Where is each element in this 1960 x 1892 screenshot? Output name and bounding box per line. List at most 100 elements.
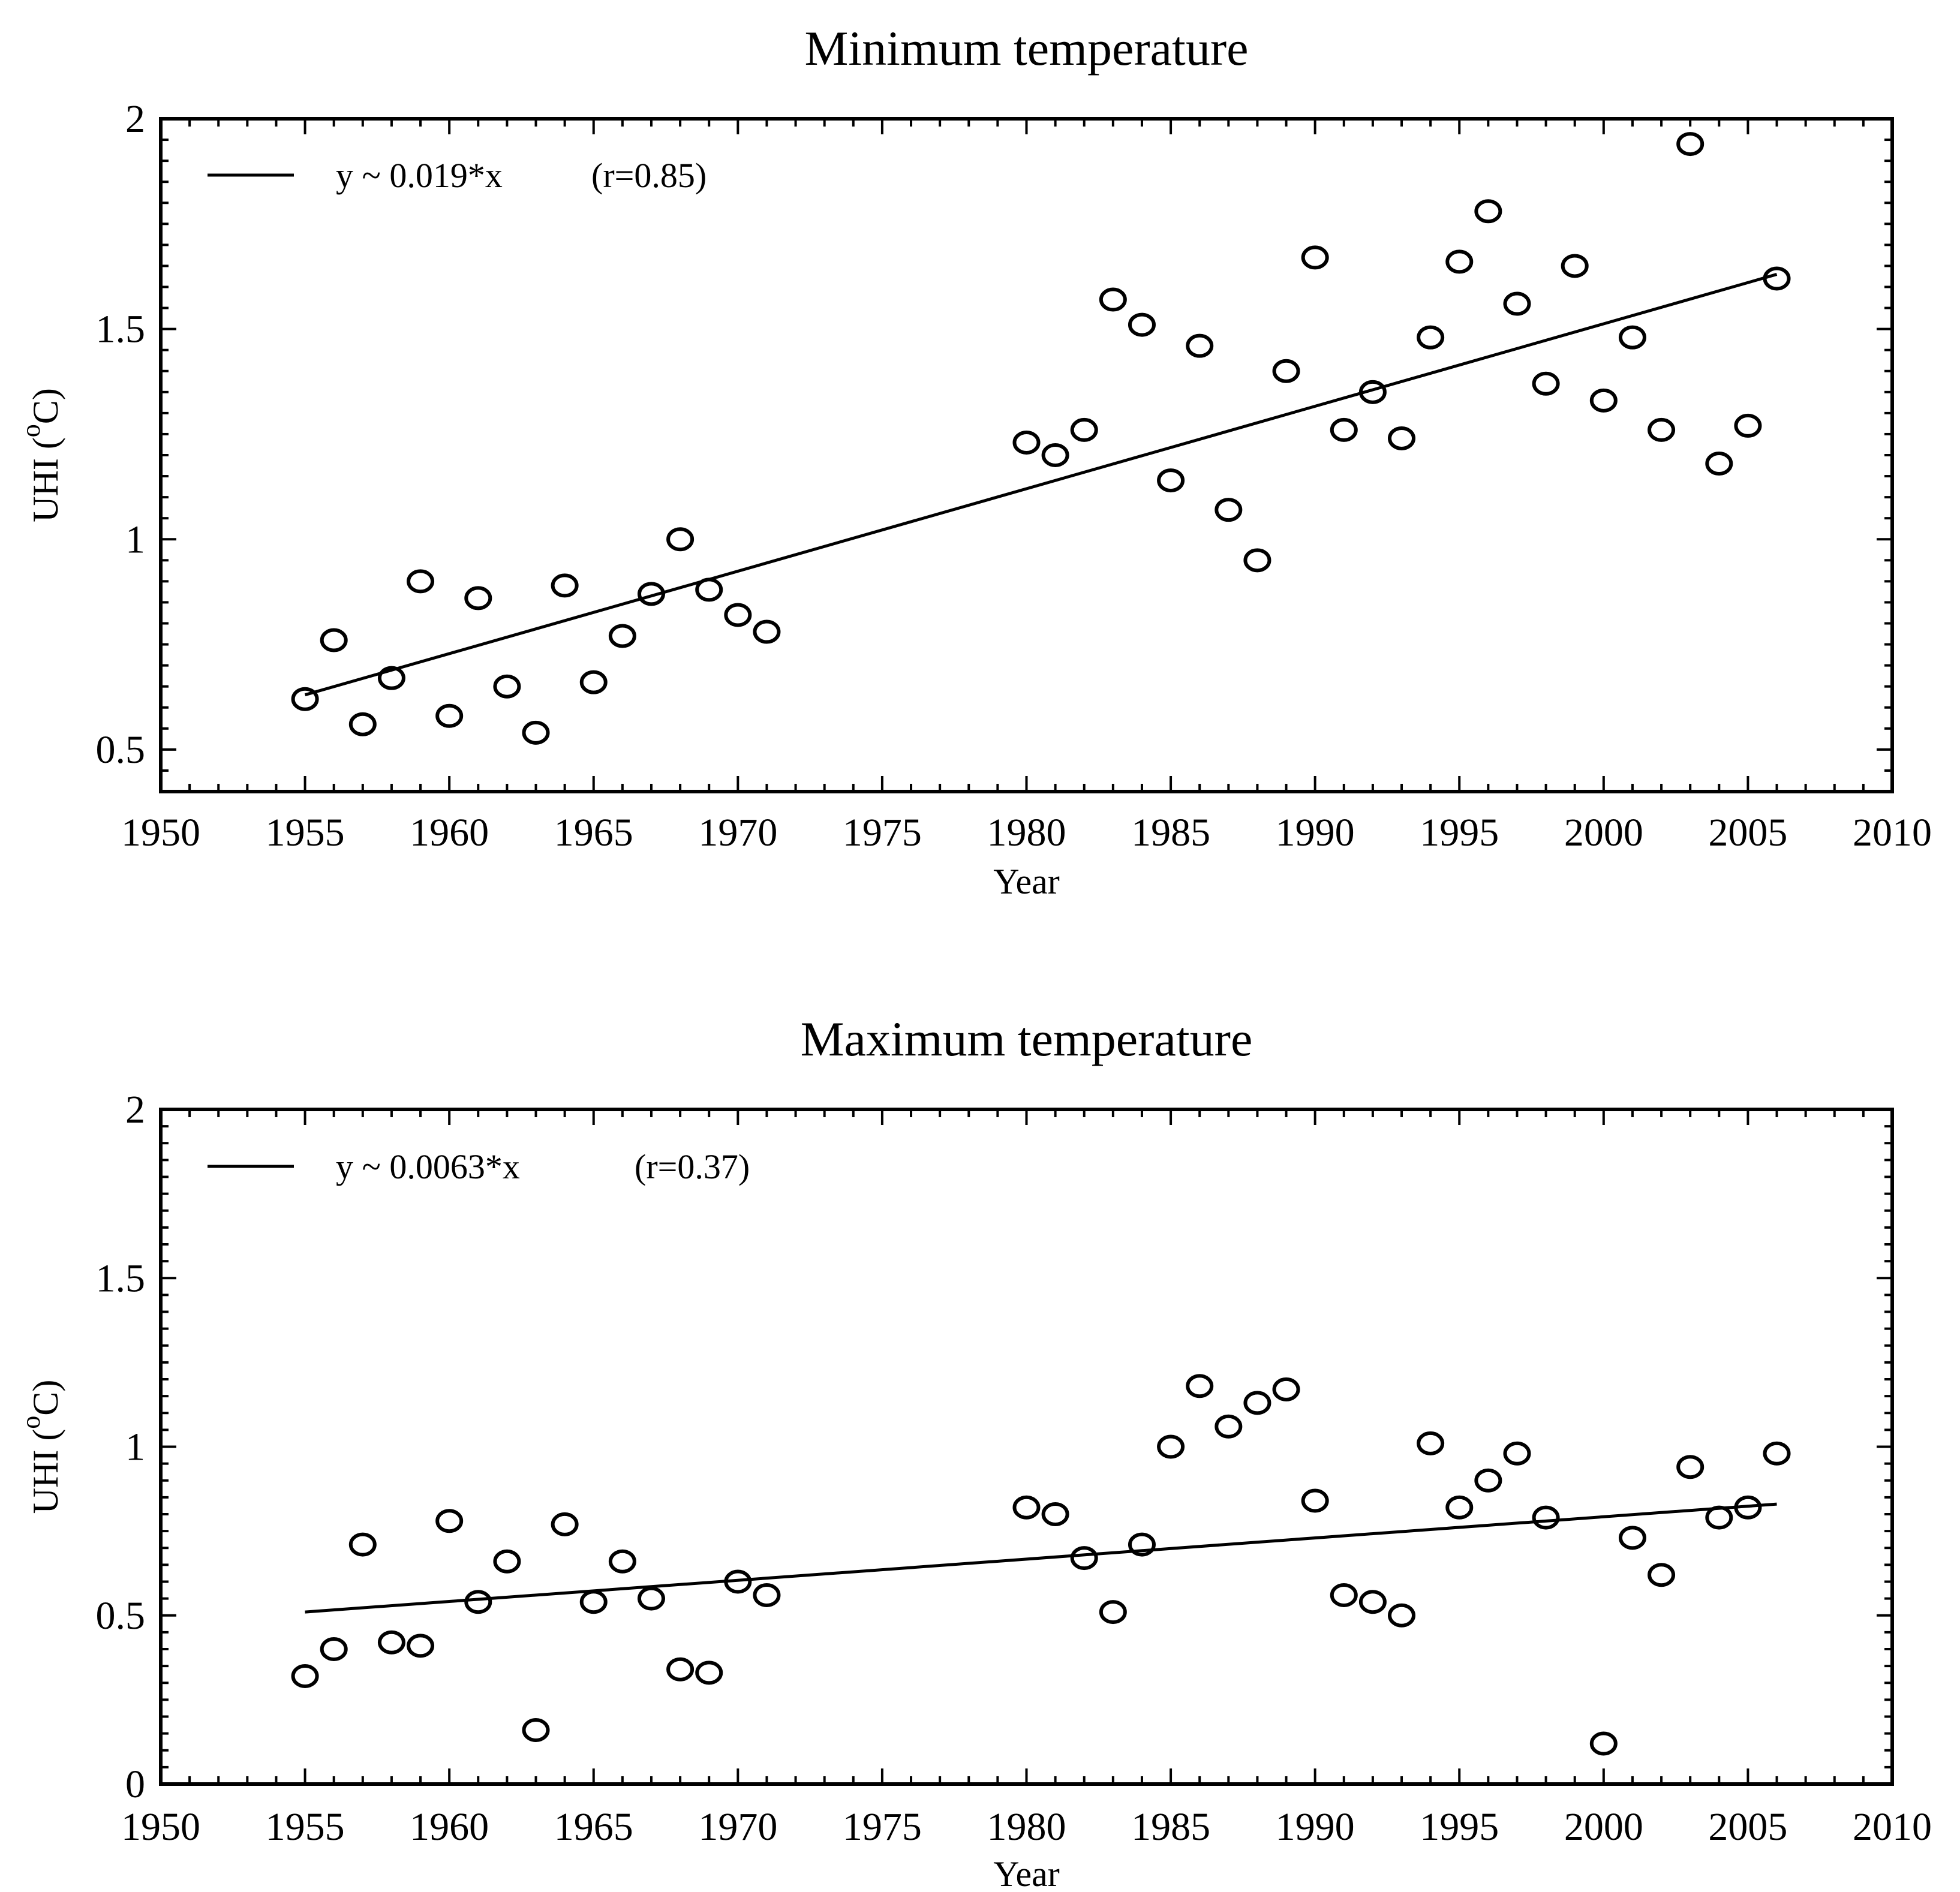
data-point-2000 — [1589, 1731, 1618, 1756]
data-point-1969 — [695, 577, 723, 602]
x-tick-label: 1960 — [410, 811, 489, 855]
y-tick-label: 0 — [125, 1762, 145, 1806]
data-point-1965 — [579, 1590, 608, 1614]
data-point-1960 — [435, 703, 464, 728]
x-tick-label: 2000 — [1564, 1805, 1643, 1849]
data-point-1992 — [1358, 1590, 1387, 1614]
data-point-2002 — [1648, 417, 1676, 442]
data-point-1964 — [551, 1512, 579, 1536]
data-point-1958 — [377, 666, 405, 690]
x-tick-label: 1965 — [554, 1805, 633, 1849]
data-point-1994 — [1417, 325, 1445, 350]
x-tick-label: 2005 — [1708, 1805, 1787, 1849]
data-point-1982 — [1070, 1546, 1098, 1571]
data-point-2002 — [1648, 1563, 1676, 1587]
data-point-1963 — [522, 1718, 550, 1742]
x-tick-label: 1965 — [554, 811, 633, 855]
data-point-1964 — [551, 573, 579, 598]
x-tick-label: 1955 — [266, 811, 345, 855]
chart-title: Minimum temperature — [804, 21, 1248, 76]
data-point-1986 — [1186, 333, 1214, 358]
data-point-1959 — [407, 1634, 435, 1658]
x-tick-label: 1980 — [987, 811, 1066, 855]
data-point-1961 — [464, 586, 492, 610]
data-point-2004 — [1705, 452, 1733, 476]
legend-equation: y ~ 0.0063*x — [336, 1147, 520, 1186]
data-point-2003 — [1676, 1455, 1705, 1479]
data-point-2004 — [1705, 1505, 1733, 1530]
plot-frame — [159, 117, 1894, 793]
x-tick-label: 1980 — [987, 1805, 1066, 1849]
data-point-1992 — [1358, 380, 1387, 404]
data-point-1966 — [608, 1549, 636, 1574]
x-tick-label: 1995 — [1420, 811, 1499, 855]
x-tick-label: 1995 — [1420, 1805, 1499, 1849]
data-point-1962 — [493, 674, 521, 699]
data-point-1957 — [348, 1532, 377, 1557]
y-axis-label-unit: C) — [26, 1380, 65, 1416]
data-point-1989 — [1272, 359, 1300, 383]
data-point-2000 — [1589, 388, 1618, 413]
legend-r-value: (r=0.85) — [591, 156, 707, 195]
trend-line — [305, 1502, 1777, 1614]
y-axis-label-unit: C) — [26, 388, 65, 424]
data-point-1989 — [1272, 1377, 1300, 1401]
x-tick-label: 1975 — [843, 1805, 922, 1849]
data-point-1982 — [1070, 417, 1098, 442]
x-tick-label: 2010 — [1853, 1805, 1932, 1849]
data-point-1980 — [1012, 430, 1041, 455]
y-tick-label: 1.5 — [96, 1256, 146, 1300]
y-axis-label-degree: o — [16, 1416, 46, 1429]
x-tick-label: 2010 — [1853, 811, 1932, 855]
y-tick-label: 1 — [125, 518, 145, 561]
x-tick-label: 1970 — [698, 1805, 777, 1849]
data-point-1957 — [348, 712, 377, 736]
data-point-1966 — [608, 624, 636, 648]
legend-r-value: (r=0.37) — [635, 1147, 750, 1186]
data-point-1956 — [320, 1637, 348, 1661]
data-point-1993 — [1388, 1603, 1416, 1628]
data-point-1998 — [1532, 371, 1560, 396]
data-point-1958 — [377, 1630, 405, 1655]
x-tick-label: 2005 — [1708, 811, 1787, 855]
x-tick-label: 1960 — [410, 1805, 489, 1849]
data-point-1970 — [724, 1569, 752, 1594]
data-point-1991 — [1330, 1583, 1358, 1607]
trend-line — [304, 273, 1778, 697]
chart-maximum-temperature: Maximum temperature 1950 1955 1960 1965 1970 1… — [16, 1012, 1932, 1892]
data-point-1984 — [1128, 1532, 1156, 1557]
chart-minimum-temperature: Minimum temperature 1950 1955 1960 1965 1970 1… — [16, 21, 1932, 901]
data-point-1999 — [1561, 254, 1589, 278]
data-point-1995 — [1445, 1495, 1474, 1520]
data-point-1981 — [1041, 1502, 1069, 1526]
x-tick-label: 2000 — [1564, 811, 1643, 855]
data-point-2001 — [1618, 325, 1646, 350]
data-point-1961 — [464, 1590, 492, 1614]
data-point-1988 — [1243, 548, 1271, 573]
y-axis-label: UHI (oC) — [16, 1380, 65, 1514]
data-point-1955 — [291, 687, 319, 711]
data-point-2005 — [1734, 413, 1762, 438]
x-axis-label: Year — [993, 862, 1060, 901]
x-tick-label: 1950 — [121, 1805, 200, 1849]
data-point-1981 — [1041, 443, 1069, 467]
data-point-1985 — [1157, 468, 1185, 493]
data-point-1969 — [695, 1661, 723, 1685]
data-point-2003 — [1676, 132, 1705, 157]
y-axis-label-degree: o — [16, 424, 46, 437]
plot-frame — [159, 1108, 1894, 1786]
data-point-1996 — [1474, 199, 1502, 224]
y-axis-label-main: UHI ( — [26, 1429, 65, 1514]
data-point-1970 — [724, 603, 752, 627]
x-tick-label: 1985 — [1131, 1805, 1210, 1849]
data-point-1990 — [1301, 245, 1329, 270]
data-point-1960 — [435, 1509, 464, 1533]
y-tick-label: 2 — [125, 97, 145, 141]
x-tick-label: 1985 — [1131, 811, 1210, 855]
data-point-1995 — [1445, 249, 1474, 274]
data-point-1988 — [1243, 1391, 1271, 1415]
y-tick-label: 0.5 — [96, 728, 146, 772]
data-point-1983 — [1099, 287, 1127, 312]
data-point-1998 — [1532, 1505, 1560, 1530]
data-point-1993 — [1388, 426, 1416, 450]
